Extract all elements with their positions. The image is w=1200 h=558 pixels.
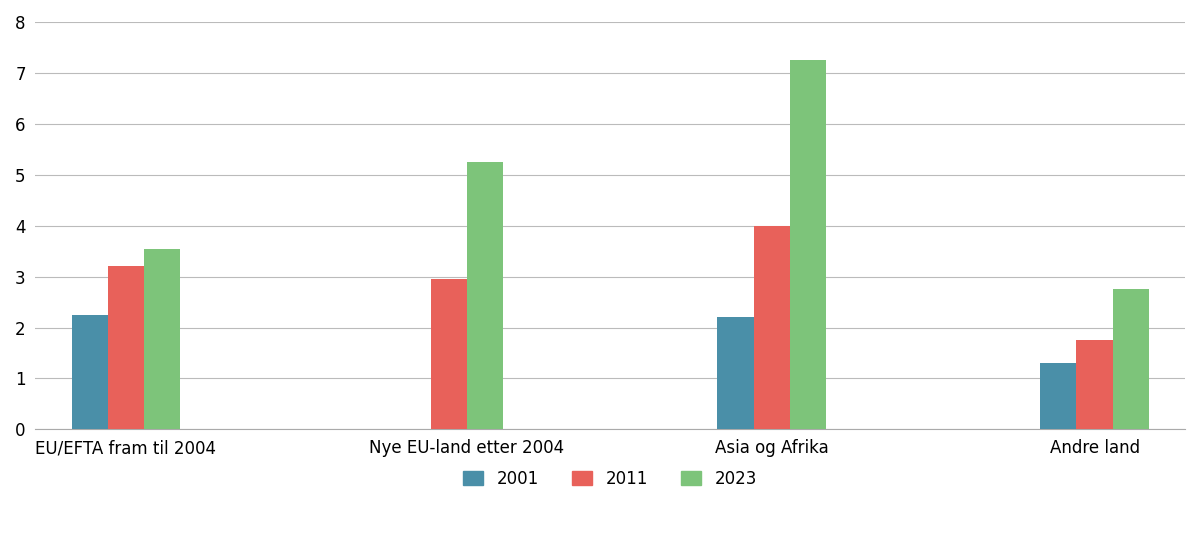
- Bar: [144, 249, 180, 429]
- Bar: [108, 266, 144, 429]
- Bar: [467, 162, 503, 429]
- Legend: 2001, 2011, 2023: 2001, 2011, 2023: [457, 463, 763, 494]
- Bar: [1040, 363, 1076, 429]
- Bar: [431, 279, 467, 429]
- Bar: [72, 315, 108, 429]
- Bar: [1112, 290, 1148, 429]
- Bar: [754, 225, 790, 429]
- Bar: [718, 318, 754, 429]
- Bar: [1076, 340, 1112, 429]
- Bar: [790, 60, 826, 429]
